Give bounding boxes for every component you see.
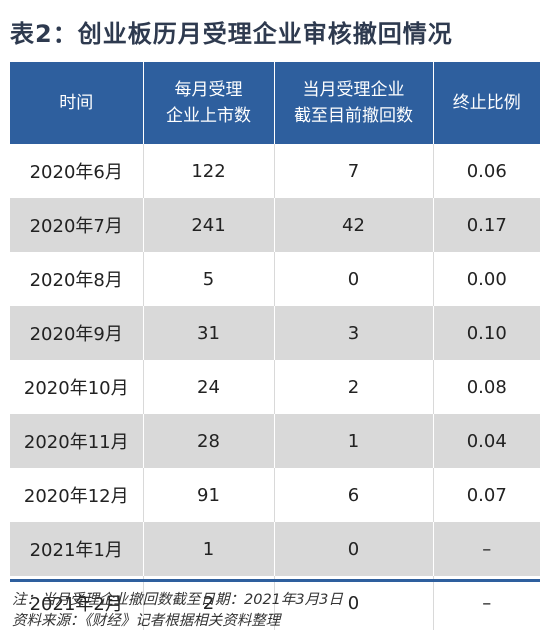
cell-listed: 28 (142, 414, 274, 468)
table-row: 2020年6月 122 7 0.06 (10, 144, 540, 198)
header-line: 截至目前撤回数 (294, 106, 413, 126)
header-line: 终止比例 (452, 93, 521, 113)
cell-ratio: – (432, 522, 540, 576)
table-row: 2020年11月 28 1 0.04 (10, 414, 540, 468)
cell-listed: 122 (142, 144, 274, 198)
header-line: 时间 (59, 93, 94, 113)
column-header-withdrawn: 当月受理企业 截至目前撤回数 (273, 62, 433, 144)
table-row: 2020年9月 31 3 0.10 (10, 306, 540, 360)
column-header-time: 时间 (10, 62, 143, 144)
cell-ratio: 0.10 (432, 306, 540, 360)
cell-month: 2020年9月 (29, 324, 123, 345)
cell-withdrawn: 1 (273, 414, 433, 468)
bottom-rule (10, 579, 540, 582)
cell-ratio: – (432, 576, 540, 630)
cell-listed: 1 (142, 522, 274, 576)
cell-ratio: 0.06 (432, 144, 540, 198)
cell-month: 2021年1月 (29, 540, 123, 561)
column-header-monthly-listed: 每月受理 企业上市数 (142, 62, 274, 144)
cell-ratio: 0.17 (432, 198, 540, 252)
cell-listed: 5 (142, 252, 274, 306)
cell-month: 2020年10月 (23, 378, 129, 399)
data-table: 时间 每月受理 企业上市数 当月受理企业 截至目前撤回数 终止比例 2020年6… (10, 62, 540, 630)
cell-ratio: 0.07 (432, 468, 540, 522)
cell-month: 2021年2月 (29, 594, 123, 615)
cell-month: 2020年6月 (29, 162, 123, 183)
table-row: 2020年8月 5 0 0.00 (10, 252, 540, 306)
table-row: 2021年1月 1 0 – (10, 522, 540, 576)
cell-month: 2020年11月 (23, 432, 129, 453)
footnote: 注：当月受理企业撤回数截至日期：2021年3月3日 (12, 592, 343, 608)
cell-ratio: 0.04 (432, 414, 540, 468)
cell-withdrawn: 0 (273, 252, 433, 306)
column-header-ratio: 终止比例 (432, 62, 540, 144)
source-note: 资料来源：《财经》记者根据相关资料整理 (12, 613, 281, 629)
cell-listed: 2 (142, 576, 274, 630)
cell-month: 2020年8月 (29, 270, 123, 291)
cell-withdrawn: 3 (273, 306, 433, 360)
cell-withdrawn: 7 (273, 144, 433, 198)
cell-listed: 31 (142, 306, 274, 360)
table-row: 2020年10月 24 2 0.08 (10, 360, 540, 414)
table-row: 2020年12月 91 6 0.07 (10, 468, 540, 522)
cell-ratio: 0.08 (432, 360, 540, 414)
cell-withdrawn: 0 (273, 522, 433, 576)
cell-withdrawn: 0 (273, 576, 433, 630)
cell-withdrawn: 42 (273, 198, 433, 252)
cell-month: 2020年7月 (29, 216, 123, 237)
header-line: 企业上市数 (166, 106, 251, 126)
cell-ratio: 0.00 (432, 252, 540, 306)
cell-withdrawn: 2 (273, 360, 433, 414)
header-line: 当月受理企业 (302, 80, 405, 100)
cell-month: 2020年12月 (23, 486, 129, 507)
table-row: 2021年2月 2 0 – (10, 576, 540, 630)
cell-listed: 91 (142, 468, 274, 522)
header-row: 时间 每月受理 企业上市数 当月受理企业 截至目前撤回数 终止比例 (10, 62, 540, 144)
cell-listed: 241 (142, 198, 274, 252)
table-row: 2020年7月 241 42 0.17 (10, 198, 540, 252)
cell-withdrawn: 6 (273, 468, 433, 522)
cell-listed: 24 (142, 360, 274, 414)
header-line: 每月受理 (174, 80, 243, 100)
table-title: 表2：创业板历月受理企业审核撤回情况 (10, 20, 453, 48)
